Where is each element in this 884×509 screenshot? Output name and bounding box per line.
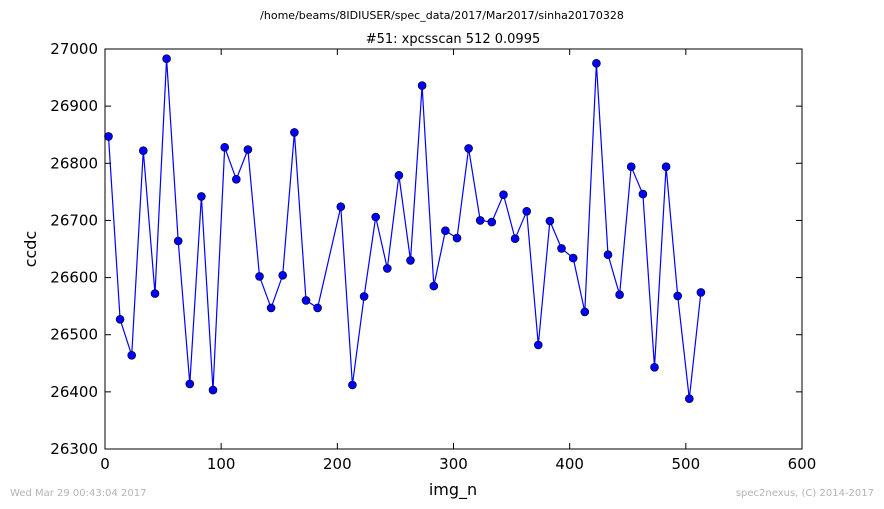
data-point: [417, 81, 427, 90]
x-axis-label: img_n: [429, 480, 477, 500]
x-tick-label: 100: [207, 455, 236, 473]
data-point: [626, 162, 636, 171]
data-point: [522, 207, 532, 216]
data-point: [545, 216, 555, 226]
data-point: [510, 234, 520, 243]
data-point: [348, 380, 357, 390]
data-point: [173, 236, 183, 246]
data-point: [696, 288, 706, 297]
data-point: [197, 192, 206, 201]
data-point: [185, 379, 195, 389]
y-tick-label: 26600: [50, 269, 98, 287]
data-point: [557, 244, 566, 253]
data-point: [255, 272, 264, 281]
footer-credit: spec2nexus, (C) 2014-2017: [735, 488, 874, 499]
data-point: [487, 217, 497, 227]
data-point: [533, 340, 543, 350]
data-point: [290, 128, 299, 137]
data-point: [615, 290, 624, 300]
data-point: [266, 303, 276, 313]
data-point: [232, 175, 241, 184]
data-point: [208, 385, 218, 395]
x-tick-label: 600: [788, 455, 817, 473]
x-tick-label: 300: [439, 455, 468, 473]
data-point: [162, 54, 171, 64]
data-point: [278, 270, 288, 280]
y-tick-label: 26300: [50, 440, 98, 458]
data-point: [475, 216, 485, 225]
x-tick-label: 500: [672, 455, 701, 473]
y-axis-label: ccdc: [21, 231, 40, 268]
footer-timestamp: Wed Mar 29 00:43:04 2017: [10, 488, 147, 499]
data-point: [592, 58, 601, 68]
data-point: [394, 171, 404, 180]
data-point: [313, 303, 322, 313]
y-tick-label: 26900: [50, 97, 98, 115]
data-point: [429, 281, 439, 291]
data-point: [568, 253, 578, 263]
data-point: [580, 307, 590, 317]
series-line: [107, 58, 702, 399]
data-point: [359, 292, 369, 301]
data-point: [650, 362, 659, 372]
data-point: [406, 256, 415, 265]
x-tick-label: 200: [323, 455, 352, 473]
data-point: [139, 146, 148, 155]
y-tick-label: 26400: [50, 383, 98, 401]
data-point: [441, 226, 450, 235]
data-point: [243, 145, 253, 154]
data-point: [673, 291, 683, 301]
data-point: [661, 162, 671, 171]
data-point: [499, 190, 508, 199]
data-point: [150, 289, 160, 298]
data-point: [371, 212, 381, 222]
y-tick-label: 26800: [50, 154, 98, 172]
x-tick-label: 0: [100, 455, 110, 473]
data-point: [382, 264, 392, 273]
chart-title: #51: xpcsscan 512 0.0995: [366, 32, 541, 47]
data-point: [452, 233, 462, 243]
data-point: [301, 296, 311, 305]
data-point: [464, 144, 473, 153]
data-point: [638, 189, 648, 199]
data-point: [104, 132, 113, 141]
x-tick-label: 400: [555, 455, 584, 473]
data-point: [603, 250, 613, 259]
y-tick-label: 27000: [50, 40, 98, 58]
data-point: [684, 394, 694, 404]
y-tick-label: 26700: [50, 211, 98, 229]
data-point: [336, 202, 346, 211]
y-tick-label: 26500: [50, 326, 98, 344]
figure-path-title: /home/beams/8IDIUSER/spec_data/2017/Mar2…: [260, 9, 624, 22]
data-point: [127, 350, 136, 360]
data-point: [115, 314, 125, 324]
data-point: [220, 143, 229, 152]
